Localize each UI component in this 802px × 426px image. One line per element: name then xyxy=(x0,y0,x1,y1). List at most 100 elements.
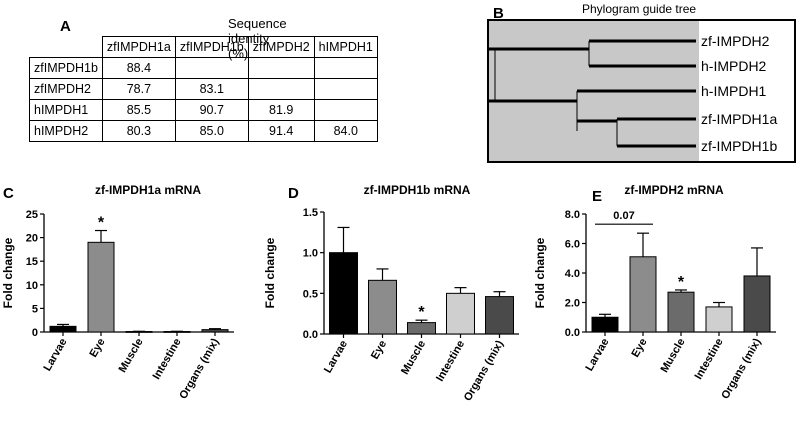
bar-chart-e: zf-IMPDH2 mRNA Fold change 0.0 2.0 4.0 6.0 8.0… xyxy=(532,178,802,421)
panel-letter-d: D xyxy=(288,185,299,202)
bracket-label: 0.07 xyxy=(613,210,634,222)
bar-organs-mix- xyxy=(201,329,229,333)
significance-marker: * xyxy=(678,274,685,291)
y-tick-label: 5 xyxy=(32,303,38,315)
bar-larvae xyxy=(329,252,358,335)
significance-marker: * xyxy=(98,215,105,232)
column-header: zfIMPDH1b xyxy=(174,36,249,58)
y-tick-label: 0.0 xyxy=(303,329,318,341)
bar-chart-d: zf-IMPDH1b mRNA Fold change 0.0 0.5 1.0 1.5 La… xyxy=(262,178,532,421)
x-tick-label: Muscle xyxy=(659,337,688,375)
table-cell xyxy=(247,57,315,79)
leaf-label: h-IMPDH2 xyxy=(701,58,767,74)
row-header: zfIMPDH2 xyxy=(29,78,103,100)
table-row: zfIMPDH1b 88.4 xyxy=(29,57,378,79)
chart-svg-c: zf-IMPDH1a mRNA Fold change 0 5 10 15 20 25 Larv… xyxy=(1,183,234,401)
panel-letter-e: E xyxy=(592,188,603,205)
table-row: hIMPDH2 80.3 85.0 91.4 84.0 xyxy=(29,120,378,142)
y-axis-label: Fold change xyxy=(533,237,547,308)
y-tick-label: 8.0 xyxy=(565,209,580,221)
tree-leaf-labels: zf-IMPDH2 h-IMPDH2 h-IMPDH1 zf-IMPDH1a z… xyxy=(701,33,777,154)
leaf-label: h-IMPDH1 xyxy=(701,83,767,99)
table-cell: 83.1 xyxy=(174,78,249,100)
chart-title: zf-IMPDH1a mRNA xyxy=(95,183,201,197)
chart-svg-d: zf-IMPDH1b mRNA Fold change 0.0 0.5 1.0 1.5 La… xyxy=(263,183,519,403)
y-tick-label: 6.0 xyxy=(565,239,580,251)
chart-svg-e: zf-IMPDH2 mRNA Fold change 0.0 2.0 4.0 6.0 8.0… xyxy=(533,183,776,401)
x-tick-label: Muscle xyxy=(117,337,146,375)
x-tick-label: Larvae xyxy=(583,337,611,374)
y-tick-label: 1.0 xyxy=(303,248,318,260)
leaf-label: zf-IMPDH2 xyxy=(701,33,770,49)
row-header: zfIMPDH1b xyxy=(29,57,103,79)
y-tick-label: 0.0 xyxy=(565,327,580,339)
bar-chart-c: zf-IMPDH1a mRNA Fold change 0 5 10 15 20 25 Larv… xyxy=(0,178,262,421)
chart-title: zf-IMPDH2 mRNA xyxy=(624,183,724,197)
x-tick-label: Eye xyxy=(369,339,389,362)
bar-organs-mix- xyxy=(485,296,514,335)
y-tick-label: 20 xyxy=(26,233,38,245)
column-header: zfIMPDH1a xyxy=(101,36,176,58)
panel-letter-c: C xyxy=(3,185,14,202)
table-cell xyxy=(174,57,249,79)
table-cell: 85.0 xyxy=(174,120,249,142)
y-tick-label: 15 xyxy=(26,256,38,268)
x-tick-label: Organs (mix) xyxy=(462,338,506,403)
y-tick-label: 0.5 xyxy=(303,288,318,300)
table-cell: 88.4 xyxy=(101,57,176,79)
table-row: zfIMPDH2 78.7 83.1 xyxy=(29,78,378,100)
y-tick-label: 2.0 xyxy=(565,298,580,310)
x-tick-label: Eye xyxy=(87,337,107,360)
x-tick-label: Intestine xyxy=(151,337,184,382)
x-tick-label: Eye xyxy=(629,337,649,360)
table-cell: 84.0 xyxy=(313,120,378,142)
tree-title: Phylogram guide tree xyxy=(582,2,697,16)
x-tick-label: Intestine xyxy=(693,337,726,382)
table-cell: 85.5 xyxy=(101,99,176,121)
panel-letter-b: B xyxy=(493,5,504,22)
row-header: hIMPDH2 xyxy=(29,120,103,142)
y-tick-label: 4.0 xyxy=(565,268,580,280)
table-cell: 78.7 xyxy=(101,78,176,100)
x-tick-label: Organs (mix) xyxy=(177,336,221,401)
bar-eye xyxy=(87,241,115,333)
bar-larvae xyxy=(591,316,619,333)
column-header: hIMPDH1 xyxy=(313,36,378,58)
y-tick-label: 1.5 xyxy=(303,207,318,219)
column-header: zfIMPDH2 xyxy=(247,36,315,58)
table-cell xyxy=(313,57,378,79)
panel-letter-a: A xyxy=(60,18,71,35)
table-cell: 81.9 xyxy=(247,99,315,121)
table-header-row: zfIMPDH1a zfIMPDH1b zfIMPDH2 hIMPDH1 xyxy=(29,36,378,58)
bar-eye xyxy=(629,256,657,333)
x-tick-label: Muscle xyxy=(399,339,428,377)
x-tick-label: Larvae xyxy=(322,339,350,376)
chart-title: zf-IMPDH1b mRNA xyxy=(364,183,471,197)
x-tick-label: Organs (mix) xyxy=(719,336,763,401)
table-corner xyxy=(29,36,103,58)
bar-intestine xyxy=(446,292,475,335)
table-row: hIMPDH1 85.5 90.7 81.9 xyxy=(29,99,378,121)
row-header: hIMPDH1 xyxy=(29,99,103,121)
bar-muscle xyxy=(407,322,436,335)
bar-larvae xyxy=(49,325,77,333)
y-tick-label: 0 xyxy=(32,327,38,339)
identity-table: zfIMPDH1a zfIMPDH1b zfIMPDH2 hIMPDH1 zfI… xyxy=(29,36,378,142)
bar-muscle xyxy=(667,291,695,333)
table-cell xyxy=(247,78,315,100)
leaf-label: zf-IMPDH1b xyxy=(701,138,777,154)
bar-intestine xyxy=(705,306,733,333)
bar-eye xyxy=(368,279,397,335)
y-axis-label: Fold change xyxy=(1,237,15,308)
y-tick-label: 10 xyxy=(26,280,38,292)
table-cell: 80.3 xyxy=(101,120,176,142)
tree-frame xyxy=(487,19,796,163)
table-cell: 91.4 xyxy=(247,120,315,142)
phylogram-panel: zf-IMPDH2 h-IMPDH2 h-IMPDH1 zf-IMPDH1a z… xyxy=(481,0,802,170)
tree-branches xyxy=(488,39,696,148)
table-cell xyxy=(313,78,378,100)
phylogram-svg: zf-IMPDH2 h-IMPDH2 h-IMPDH1 zf-IMPDH1a z… xyxy=(487,19,796,163)
y-axis-label: Fold change xyxy=(263,237,277,308)
table-cell xyxy=(313,99,378,121)
significance-marker: * xyxy=(418,304,425,321)
